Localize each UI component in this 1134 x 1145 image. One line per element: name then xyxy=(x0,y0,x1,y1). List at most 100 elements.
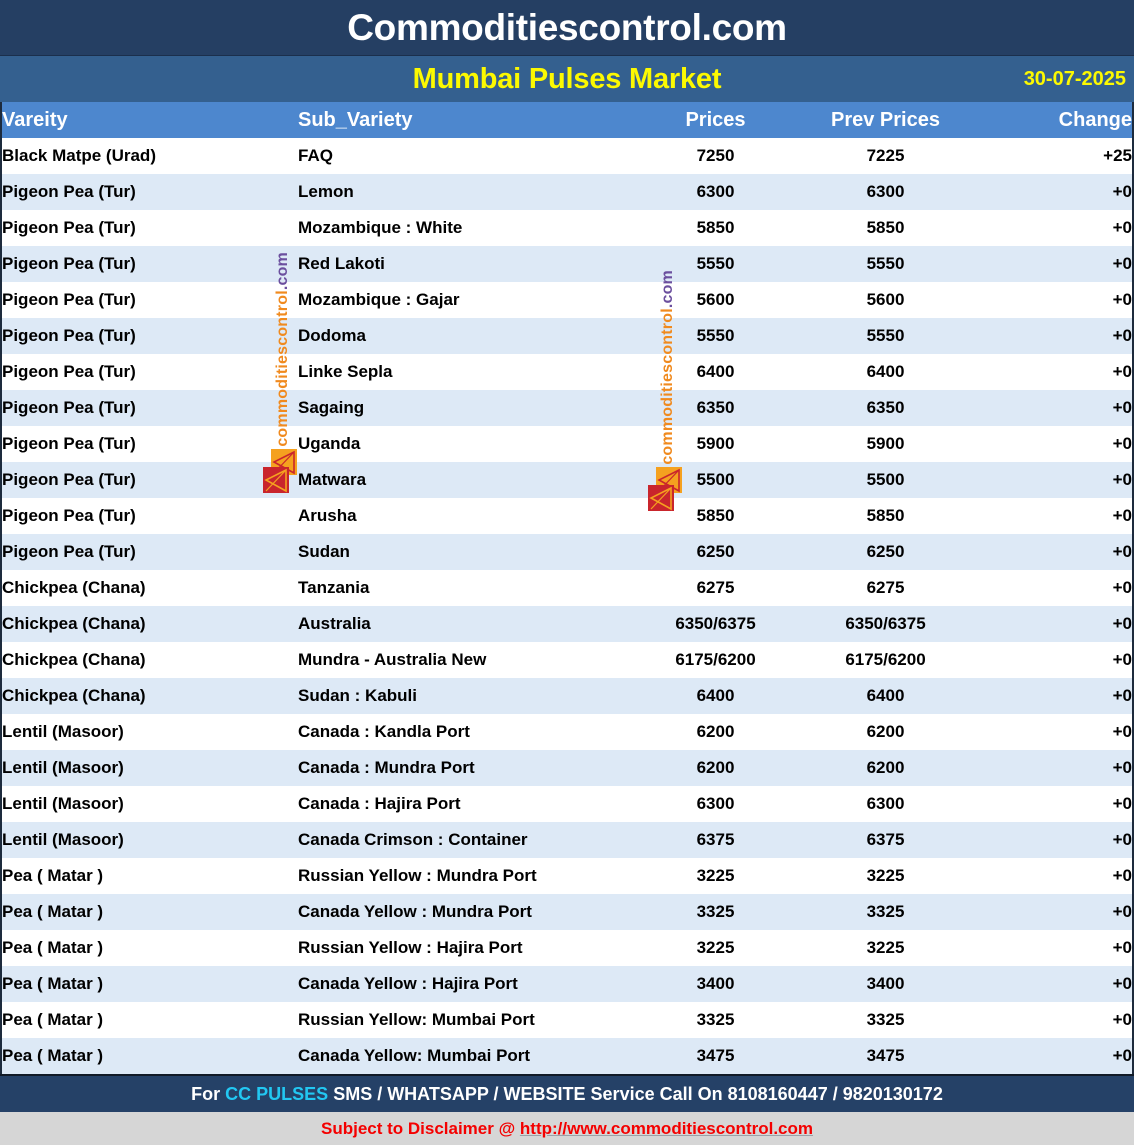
column-header-variety[interactable]: Vareity xyxy=(2,102,298,138)
table-body: Black Matpe (Urad) FAQ 7250 7225 +25 Pigeon P… xyxy=(2,138,1132,1074)
cell-change: +0 xyxy=(1112,506,1132,525)
subtitle-bar: Mumbai Pulses Market 30-07-2025 xyxy=(0,56,1134,102)
table-row: Pigeon Pea (Tur) Matwara 5500 5500 +0 xyxy=(2,462,1132,498)
table-row: Chickpea (Chana) Mundra - Australia New 61… xyxy=(2,642,1132,678)
cell-price: 5500 xyxy=(696,470,735,489)
cell-sub-variety: Canada : Kandla Port xyxy=(298,722,470,741)
cell-sub-variety: Canada Crimson : Container xyxy=(298,830,528,849)
cell-variety: Lentil (Masoor) xyxy=(2,794,124,813)
table-row: Chickpea (Chana) Sudan : Kabuli 6400 6400 +0 xyxy=(2,678,1132,714)
footer-contact-text: For CC PULSES SMS / WHATSAPP / WEBSITE S… xyxy=(191,1085,943,1103)
cell-variety: Pea ( Matar ) xyxy=(2,902,104,921)
cell-prev-price: 3325 xyxy=(866,1010,905,1029)
cell-price: 6250 xyxy=(696,542,735,561)
cell-change: +0 xyxy=(1112,542,1132,561)
table-row: Pigeon Pea (Tur) Sudan 6250 6250 +0 xyxy=(2,534,1132,570)
cell-prev-price: 3325 xyxy=(866,902,905,921)
price-table-container: commoditiescontrol.com commoditiescontro… xyxy=(0,102,1134,1074)
cell-change: +0 xyxy=(1112,974,1132,993)
cell-price: 7250 xyxy=(696,146,735,165)
cell-variety: Chickpea (Chana) xyxy=(2,614,146,633)
column-header-prev-prices[interactable]: Prev Prices xyxy=(793,102,978,138)
table-row: Lentil (Masoor) Canada : Kandla Port 6200 6… xyxy=(2,714,1132,750)
cell-price: 5850 xyxy=(696,506,735,525)
cell-sub-variety: Tanzania xyxy=(298,578,370,597)
cell-prev-price: 6400 xyxy=(866,362,905,381)
table-row: Pigeon Pea (Tur) Red Lakoti 5550 5550 +0 xyxy=(2,246,1132,282)
cell-price: 6350 xyxy=(696,398,735,417)
cell-prev-price: 3475 xyxy=(866,1046,905,1065)
site-brand: Commoditiescontrol.com xyxy=(347,7,787,48)
disclaimer-bar: Subject to Disclaimer @ http://www.commo… xyxy=(0,1112,1134,1145)
cell-prev-price: 7225 xyxy=(866,146,905,165)
cell-variety: Pigeon Pea (Tur) xyxy=(2,254,136,273)
cell-variety: Chickpea (Chana) xyxy=(2,650,146,669)
table-row: Pigeon Pea (Tur) Lemon 6300 6300 +0 xyxy=(2,174,1132,210)
cell-sub-variety: Linke Sepla xyxy=(298,362,393,381)
footer-service-highlight: CC PULSES xyxy=(225,1084,329,1104)
cell-sub-variety: Canada : Hajira Port xyxy=(298,794,461,813)
cell-price: 6400 xyxy=(696,686,735,705)
cell-variety: Pigeon Pea (Tur) xyxy=(2,326,136,345)
cell-prev-price: 6275 xyxy=(866,578,905,597)
cell-prev-price: 5900 xyxy=(866,434,905,453)
page-title: Mumbai Pulses Market xyxy=(412,62,722,95)
cell-prev-price: 6300 xyxy=(866,794,905,813)
table-row: Pigeon Pea (Tur) Sagaing 6350 6350 +0 xyxy=(2,390,1132,426)
cell-sub-variety: Australia xyxy=(298,614,371,633)
cell-change: +0 xyxy=(1112,830,1132,849)
cell-change: +0 xyxy=(1112,866,1132,885)
cell-prev-price: 6200 xyxy=(866,722,905,741)
report-date: 30-07-2025 xyxy=(1023,68,1126,90)
disclaimer-url-link[interactable]: http://www.commoditiescontrol.com xyxy=(519,1119,814,1138)
cell-variety: Pea ( Matar ) xyxy=(2,1046,104,1065)
disclaimer-text: Subject to Disclaimer @ http://www.commo… xyxy=(321,1120,813,1137)
cell-price: 6300 xyxy=(696,794,735,813)
table-row: Pea ( Matar ) Russian Yellow : Mundra Por… xyxy=(2,858,1132,894)
footer-prefix: For xyxy=(191,1084,226,1104)
cell-sub-variety: Canada Yellow : Mundra Port xyxy=(298,902,532,921)
cell-variety: Pigeon Pea (Tur) xyxy=(2,362,136,381)
cell-sub-variety: Arusha xyxy=(298,506,357,525)
price-table: Vareity Sub_Variety Prices Prev Prices C… xyxy=(2,102,1132,1074)
cell-variety: Pigeon Pea (Tur) xyxy=(2,506,136,525)
column-header-change[interactable]: Change xyxy=(978,102,1132,138)
cell-variety: Pigeon Pea (Tur) xyxy=(2,470,136,489)
table-row: Pea ( Matar ) Canada Yellow: Mumbai Port 3… xyxy=(2,1038,1132,1074)
cell-change: +0 xyxy=(1112,722,1132,741)
cell-prev-price: 6175/6200 xyxy=(845,650,926,669)
cell-sub-variety: Sagaing xyxy=(298,398,365,417)
cell-prev-price: 5850 xyxy=(866,218,905,237)
cell-prev-price: 6350/6375 xyxy=(845,614,926,633)
title-bar: Commoditiescontrol.com xyxy=(0,0,1134,56)
table-row: Pigeon Pea (Tur) Linke Sepla 6400 6400 +0 xyxy=(2,354,1132,390)
cell-change: +0 xyxy=(1112,434,1132,453)
cell-prev-price: 6375 xyxy=(866,830,905,849)
table-row: Pea ( Matar ) Russian Yellow: Mumbai Port… xyxy=(2,1002,1132,1038)
cell-price: 6175/6200 xyxy=(675,650,756,669)
cell-sub-variety: Mozambique : Gajar xyxy=(298,290,460,309)
cell-sub-variety: Canada Yellow: Mumbai Port xyxy=(298,1046,531,1065)
table-row: Chickpea (Chana) Tanzania 6275 6275 +0 xyxy=(2,570,1132,606)
table-row: Pea ( Matar ) Canada Yellow : Mundra Port… xyxy=(2,894,1132,930)
cell-variety: Black Matpe (Urad) xyxy=(2,146,156,165)
column-header-sub-variety[interactable]: Sub_Variety xyxy=(298,102,638,138)
cell-prev-price: 6200 xyxy=(866,758,905,777)
cell-price: 6275 xyxy=(696,578,735,597)
cell-sub-variety: Lemon xyxy=(298,182,354,201)
cell-prev-price: 6350 xyxy=(866,398,905,417)
cell-sub-variety: Russian Yellow: Mumbai Port xyxy=(298,1010,535,1029)
cell-sub-variety: Canada : Mundra Port xyxy=(298,758,475,777)
cell-sub-variety: Dodoma xyxy=(298,326,366,345)
cell-variety: Lentil (Masoor) xyxy=(2,722,124,741)
cell-price: 6400 xyxy=(696,362,735,381)
cell-change: +0 xyxy=(1112,1010,1132,1029)
cell-change: +0 xyxy=(1112,182,1132,201)
table-row: Pea ( Matar ) Canada Yellow : Hajira Port… xyxy=(2,966,1132,1002)
table-row: Lentil (Masoor) Canada Crimson : Containe… xyxy=(2,822,1132,858)
column-header-prices[interactable]: Prices xyxy=(638,102,793,138)
cell-sub-variety: Mundra - Australia New xyxy=(298,650,487,669)
cell-change: +25 xyxy=(1103,146,1132,165)
table-row: Lentil (Masoor) Canada : Hajira Port 6300 6… xyxy=(2,786,1132,822)
cell-change: +0 xyxy=(1112,650,1132,669)
